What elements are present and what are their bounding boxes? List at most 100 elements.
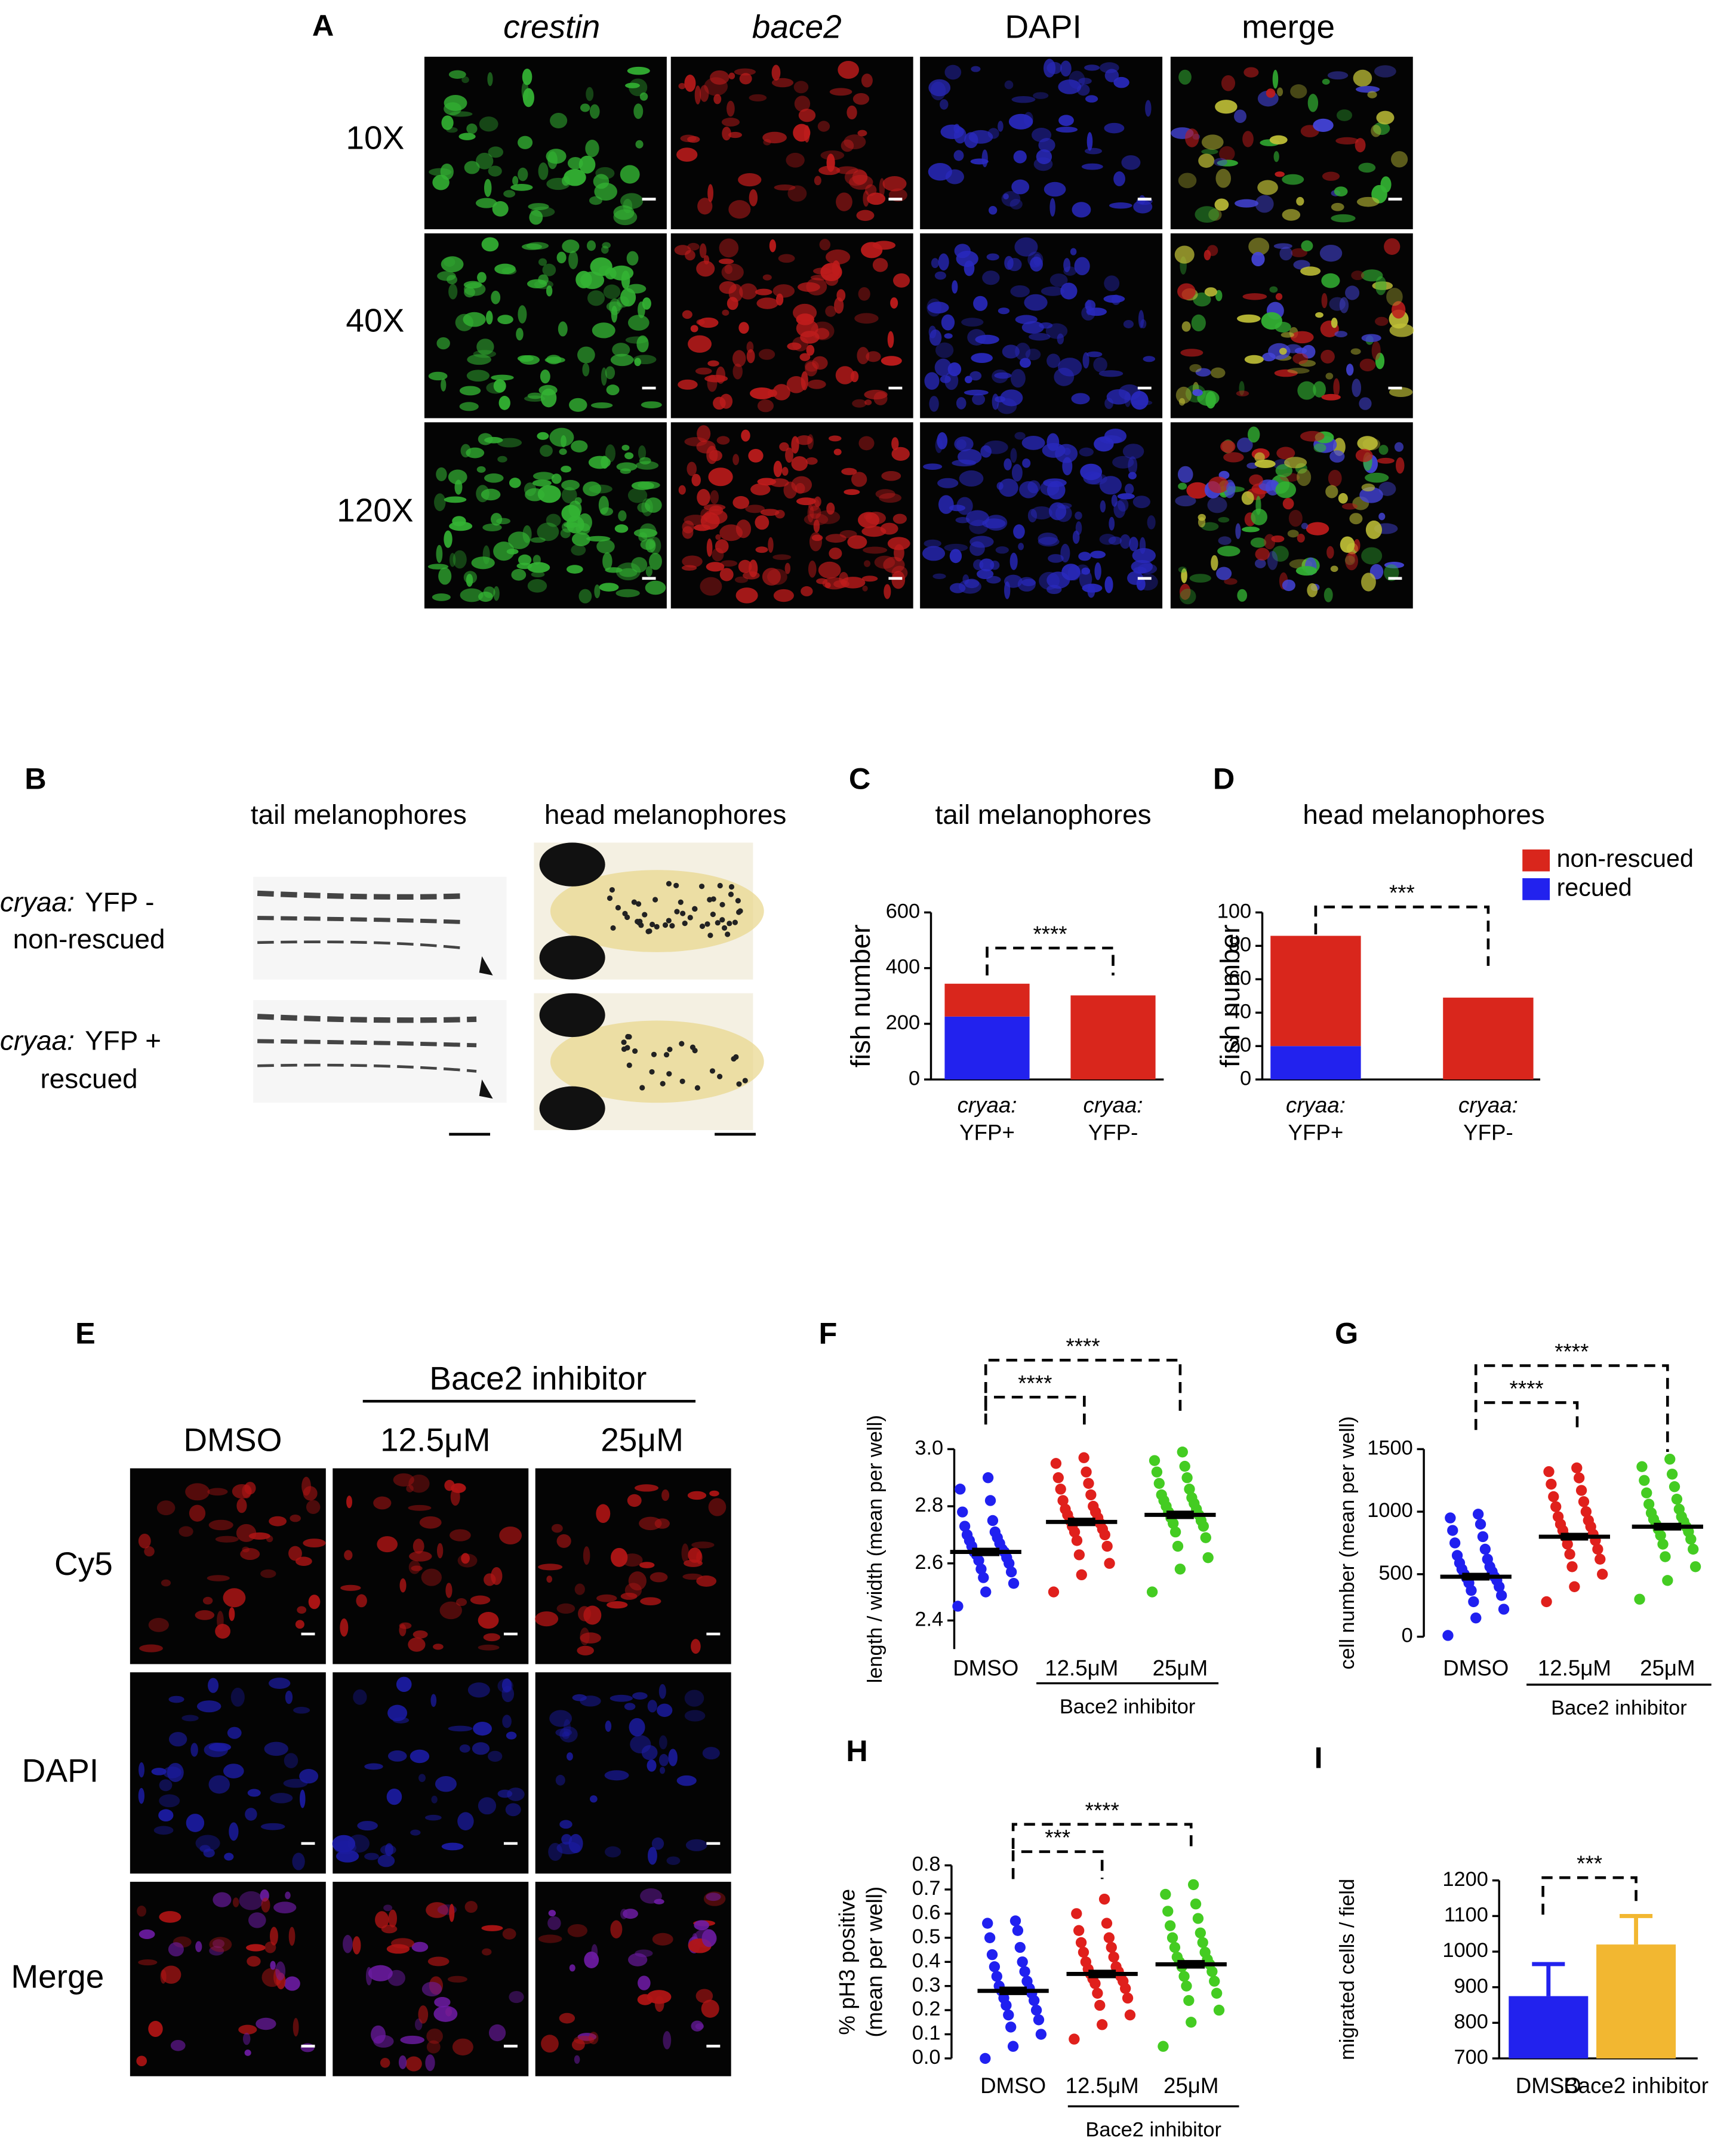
signal-blob (466, 370, 490, 382)
signal-blob (778, 254, 795, 263)
signal-blob (497, 1789, 513, 1798)
data-point (957, 1506, 968, 1518)
signal-blob (1345, 552, 1358, 571)
signal-blob (1277, 87, 1283, 97)
signal-blob (956, 439, 967, 450)
data-point (1012, 1925, 1024, 1936)
data-point (975, 1564, 987, 1575)
sem-bar (1166, 1510, 1194, 1519)
data-point (1592, 1543, 1603, 1555)
micrograph-signal (922, 429, 1158, 599)
signal-blob (549, 1710, 572, 1727)
signal-blob (487, 72, 493, 87)
data-point (1470, 1612, 1482, 1624)
chart-title: head melanophores (1303, 799, 1544, 830)
signal-blob (1269, 286, 1278, 293)
signal-blob (447, 275, 457, 285)
signal-blob (849, 174, 873, 190)
signal-blob (1099, 476, 1122, 495)
signal-blob (630, 1735, 651, 1754)
signal-blob (578, 155, 596, 174)
signal-blob (924, 372, 940, 390)
significance-label: **** (1066, 1334, 1100, 1358)
signal-blob (1003, 193, 1009, 200)
data-point (1169, 1526, 1181, 1538)
signal-blob (701, 1929, 716, 1947)
signal-blob (227, 1727, 242, 1739)
signal-blob (857, 130, 867, 137)
signal-blob (488, 165, 502, 177)
signal-blob (616, 462, 638, 472)
signal-blob (796, 435, 813, 445)
data-point (1482, 1553, 1493, 1565)
signal-blob (551, 1524, 563, 1533)
signal-blob (1076, 84, 1090, 96)
signal-blob (1307, 94, 1319, 112)
signal-blob (285, 1891, 291, 1900)
signal-blob (1058, 358, 1082, 377)
signal-blob (264, 1741, 288, 1756)
signal-blob (1274, 369, 1298, 377)
signal-blob (566, 565, 583, 574)
micrograph (333, 1468, 529, 1664)
signal-blob (1378, 482, 1396, 496)
signal-blob (1023, 112, 1033, 127)
signal-blob (477, 272, 487, 283)
y-tick-label: 0.6 (912, 1901, 941, 1924)
head-body (550, 1020, 764, 1103)
sem-bar (1654, 1522, 1682, 1531)
signal-blob (377, 1536, 398, 1553)
signal-blob (1022, 458, 1031, 468)
signal-blob (994, 372, 1012, 379)
y-axis-label: migrated cells / field (1336, 1879, 1359, 2060)
signal-blob (569, 1964, 575, 1972)
signal-blob (863, 190, 869, 207)
y-tick-label: 100 (1217, 900, 1251, 922)
melanophore (621, 1046, 627, 1052)
y-tick-label: 20 (1229, 1033, 1251, 1056)
data-point (961, 1529, 973, 1541)
signal-blob (702, 1747, 720, 1760)
signal-blob (1180, 349, 1203, 357)
sem-whisker (972, 1547, 1000, 1556)
melanophore (673, 882, 679, 888)
signal-blob (1208, 476, 1229, 494)
melanophore (710, 896, 716, 902)
signal-blob (1386, 288, 1403, 306)
signal-blob (546, 355, 562, 365)
signal-blob (285, 1690, 293, 1704)
signal-blob (807, 434, 814, 450)
signal-blob (1054, 368, 1075, 386)
signal-blob (1323, 587, 1333, 602)
signal-blob (858, 287, 870, 301)
signal-blob (771, 78, 794, 88)
signal-blob (434, 493, 446, 512)
signal-blob (561, 466, 571, 473)
signal-blob (452, 2038, 473, 2055)
y-tick-label: 0 (1402, 1624, 1413, 1647)
signal-blob (494, 263, 516, 275)
signal-blob (633, 355, 657, 365)
signal-blob (635, 140, 644, 149)
melanophore (607, 895, 613, 901)
signal-blob (685, 1839, 707, 1851)
melanophore (654, 924, 660, 930)
signal-blob (1063, 266, 1077, 276)
signal-blob (516, 328, 524, 341)
signal-blob (839, 572, 849, 584)
micrograph (1170, 233, 1413, 418)
signal-blob (1086, 351, 1103, 358)
signal-blob (356, 1594, 367, 1608)
signal-blob (654, 1518, 670, 1529)
signal-blob (981, 149, 988, 168)
significance-bracket (1474, 1401, 1579, 1430)
signal-blob (556, 1534, 571, 1548)
signal-blob (368, 1965, 393, 1981)
signal-blob (1254, 452, 1265, 463)
signal-blob (1242, 527, 1260, 533)
signal-blob (1255, 195, 1274, 213)
signal-blob (478, 1644, 500, 1651)
signal-blob (636, 335, 649, 353)
signal-blob (1008, 113, 1033, 130)
signal-blob (954, 436, 974, 452)
